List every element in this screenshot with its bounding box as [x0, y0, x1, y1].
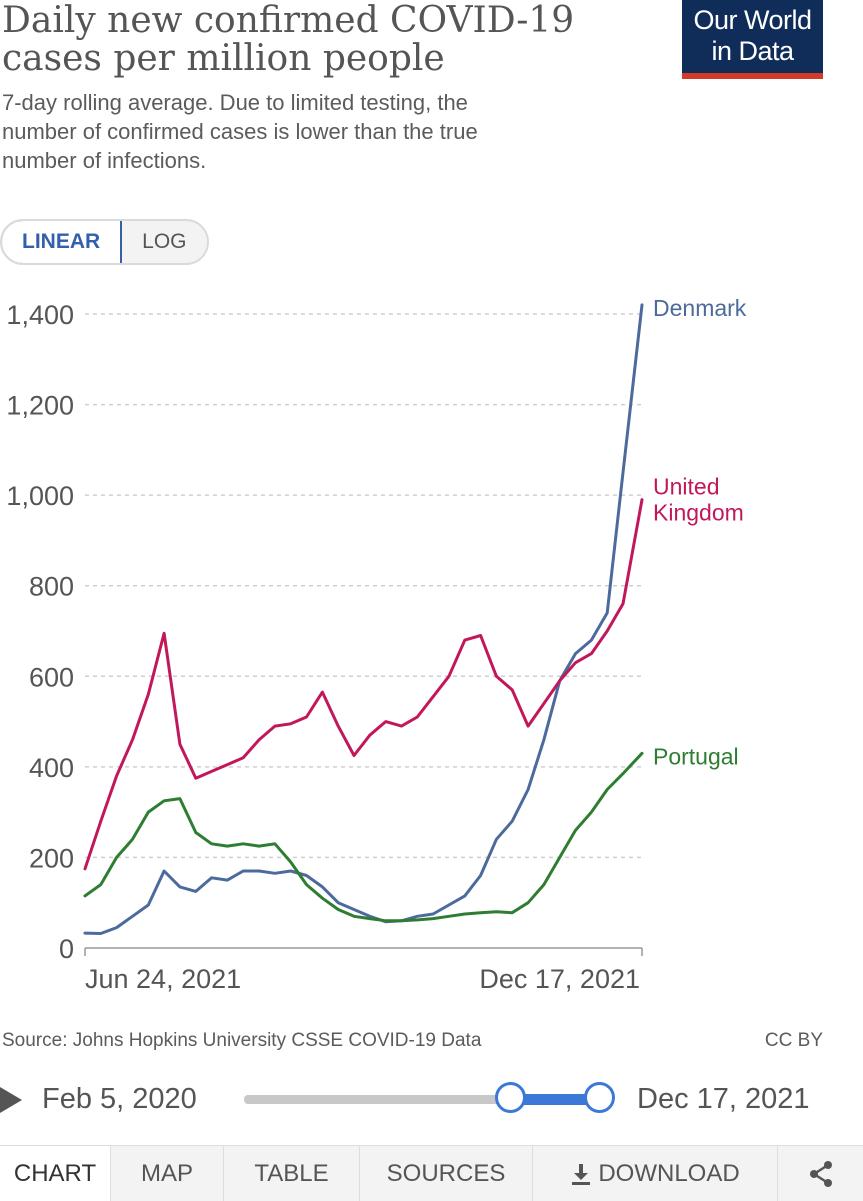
y-tick-label: 200	[29, 843, 74, 873]
x-tick-label: Jun 24, 2021	[85, 964, 241, 994]
tab-label: CHART	[13, 1159, 97, 1187]
y-tick-label: 0	[59, 934, 74, 964]
tab-label: MAP	[140, 1159, 193, 1187]
tab-table[interactable]: TABLE	[223, 1146, 359, 1201]
subtitle-line-3: number of infections.	[2, 148, 207, 173]
tab-label: SOURCES	[386, 1159, 506, 1187]
subtitle-line-1: 7-day rolling average. Due to limited te…	[2, 90, 468, 115]
tab-chart[interactable]: CHART	[0, 1146, 110, 1201]
tab-share[interactable]	[777, 1146, 863, 1201]
tab-label: TABLE	[254, 1159, 329, 1187]
source-note[interactable]: Source: Johns Hopkins University CSSE CO…	[2, 1030, 482, 1051]
tab-download[interactable]: DOWNLOAD	[532, 1146, 777, 1201]
subtitle-line-2: number of confirmed cases is lower than …	[2, 119, 478, 144]
chart-title: Daily new confirmed COVID-19 cases per m…	[2, 2, 642, 78]
series-label: Kingdom	[653, 500, 744, 526]
timeline-start-label: Feb 5, 2020	[42, 1083, 197, 1115]
timeline-end-handle[interactable]	[584, 1082, 615, 1113]
y-tick-label: 1,200	[6, 391, 74, 421]
series-label: United	[653, 474, 719, 500]
series-label: Portugal	[653, 743, 739, 769]
logo-line-1: Our World	[693, 5, 812, 35]
tab-label: DOWNLOAD	[598, 1159, 740, 1187]
logo-line-2: in Data	[711, 36, 794, 66]
tab-sources[interactable]: SOURCES	[359, 1146, 532, 1201]
timeline-selection[interactable]	[509, 1094, 599, 1105]
owid-logo[interactable]: Our World in Data	[682, 0, 823, 79]
x-tick-label: Dec 17, 2021	[479, 964, 640, 994]
scale-toggle: LINEAR LOG	[0, 219, 209, 265]
share-icon	[809, 1160, 832, 1187]
y-tick-label: 800	[29, 572, 74, 602]
timeline-start-handle[interactable]	[495, 1082, 527, 1113]
title-line-1: Daily new confirmed COVID-19	[2, 0, 575, 41]
series-line-denmark	[83, 303, 644, 935]
log-scale-button[interactable]: LOG	[142, 230, 187, 253]
y-tick-label: 400	[29, 753, 74, 783]
title-line-2: cases per million people	[2, 38, 445, 79]
series-label: Denmark	[653, 295, 747, 321]
y-tick-label: 600	[29, 662, 74, 692]
license-link[interactable]: CC BY	[764, 1030, 823, 1051]
linear-scale-button[interactable]: LINEAR	[1, 221, 123, 263]
y-tick-label: 1,400	[6, 300, 74, 330]
timeline-track[interactable]	[244, 1095, 599, 1104]
timeline-end-label: Dec 17, 2021	[637, 1083, 810, 1115]
y-tick-label: 1,000	[6, 481, 74, 511]
chart-subtitle: 7-day rolling average. Due to limited te…	[2, 88, 602, 175]
timeline: Feb 5, 2020 Dec 17, 2021	[0, 1075, 863, 1125]
tab-map[interactable]: MAP	[110, 1146, 223, 1201]
line-chart: 0 200 400 600 800 1,000 1,200 1,400 Jun 24, 2021…	[6, 295, 747, 994]
download-icon	[572, 1163, 591, 1185]
tab-bar: CHART MAP TABLE SOURCES DOWNLOAD	[0, 1145, 863, 1201]
series-line-portugal	[83, 751, 644, 923]
play-icon[interactable]	[0, 1087, 22, 1113]
series-line-united-kingdom	[83, 498, 644, 871]
